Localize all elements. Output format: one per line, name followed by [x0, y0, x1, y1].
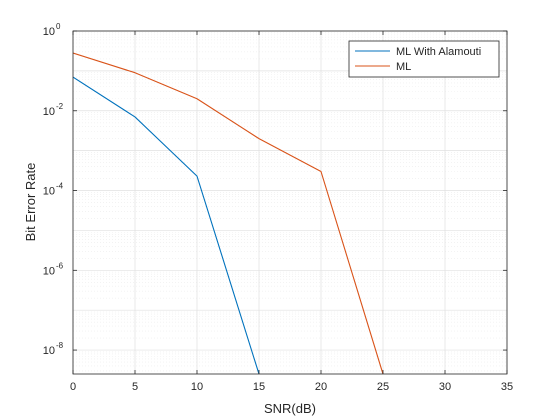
x-tick-label: 35	[501, 381, 513, 393]
y-tick-exponent: 0	[56, 22, 61, 31]
y-axis-label: Bit Error Rate	[23, 163, 38, 242]
x-tick-label: 20	[315, 381, 327, 393]
y-tick-exponent: -6	[56, 261, 64, 270]
y-tick-label: 10	[43, 265, 55, 277]
legend-label-1: ML With Alamouti	[396, 46, 481, 58]
y-tick-label: 10	[43, 26, 55, 38]
y-tick-exponent: -2	[56, 102, 64, 111]
x-tick-label: 10	[191, 381, 203, 393]
y-tick-exponent: -8	[56, 341, 64, 350]
series-line-2	[73, 52, 384, 374]
x-tick-label: 30	[439, 381, 451, 393]
x-tick-labels: 0 5 10 15 20 25 30 35	[70, 381, 513, 393]
legend[interactable]: ML With Alamouti ML	[348, 40, 500, 78]
y-tick-label: 10	[43, 106, 55, 118]
series-lines	[73, 52, 384, 374]
series-line-1	[73, 76, 260, 374]
x-tick-label: 5	[132, 381, 138, 393]
y-tick-label: 10	[43, 345, 55, 357]
ticks	[72, 30, 508, 374]
x-tick-label: 25	[377, 381, 389, 393]
legend-box	[348, 40, 500, 78]
y-tick-exponent: -4	[56, 182, 64, 191]
y-tick-label: 10	[43, 186, 55, 198]
x-axis-label: SNR(dB)	[264, 401, 316, 416]
plot-frame	[72, 30, 508, 375]
x-tick-label: 15	[253, 381, 265, 393]
legend-label-2: ML	[396, 61, 411, 73]
x-tick-label: 0	[70, 381, 76, 393]
